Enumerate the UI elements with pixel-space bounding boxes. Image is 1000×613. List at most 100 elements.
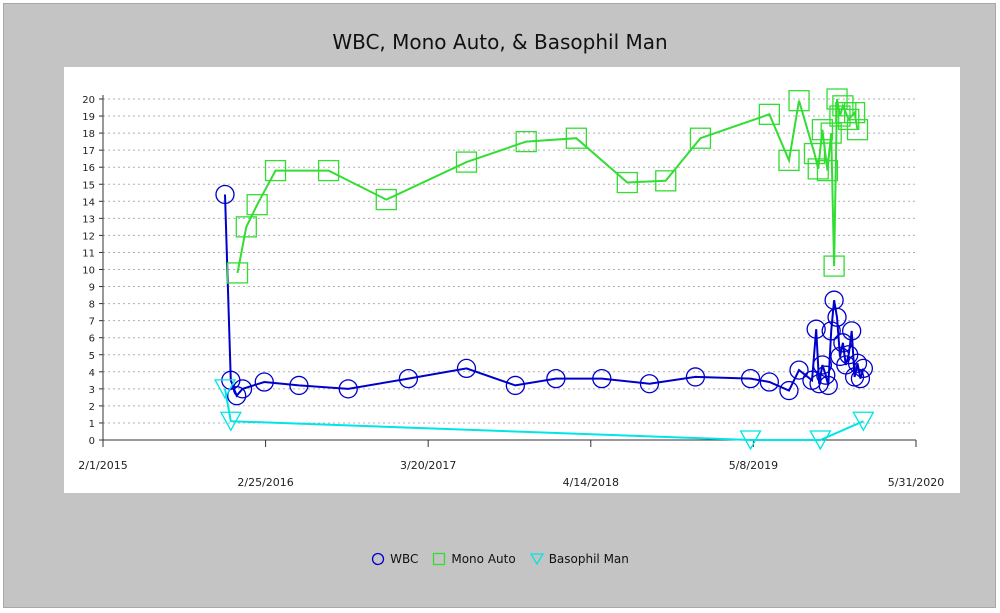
point-basophil-man [739, 430, 762, 451]
point-wbc [821, 321, 841, 341]
point-mono-auto [811, 119, 834, 141]
point-wbc [398, 368, 419, 389]
y-tick-label: 16 [82, 163, 95, 174]
point-mono-auto [816, 159, 839, 182]
legend-swatch-mono-auto [433, 552, 446, 566]
series-line-mono-auto [236, 98, 859, 274]
point-mono-auto [264, 159, 287, 182]
grid-lines [103, 98, 916, 441]
point-wbc [847, 353, 868, 373]
point-mono-auto [515, 130, 537, 153]
point-mono-auto [246, 194, 268, 216]
x-tick-label: 2/25/2016 [237, 476, 293, 489]
point-wbc [842, 321, 862, 341]
point-mono-auto [843, 101, 866, 124]
point-mono-auto [455, 151, 478, 173]
y-tick-label: 4 [89, 368, 95, 379]
y-tick-label: 5 [89, 351, 95, 362]
point-mono-auto [758, 103, 781, 125]
y-tick-label: 11 [82, 248, 95, 259]
point-mono-auto [788, 90, 810, 112]
y-tick-label: 8 [89, 300, 95, 311]
point-mono-auto [655, 170, 677, 192]
y-tick-label: 12 [82, 231, 95, 242]
point-mono-auto [375, 188, 397, 211]
point-basophil-man [213, 379, 237, 400]
point-wbc [816, 365, 836, 385]
point-wbc [812, 355, 833, 375]
plot-area [64, 67, 960, 493]
point-mono-auto [823, 255, 845, 277]
y-tick-label: 20 [82, 95, 95, 106]
point-wbc [740, 368, 761, 389]
legend-swatch-basophil-man [529, 553, 544, 566]
y-tick-label: 0 [89, 436, 95, 447]
point-mono-auto [807, 158, 829, 180]
point-wbc [685, 367, 706, 387]
point-wbc [289, 375, 309, 396]
point-mono-auto [235, 216, 257, 238]
x-tick-label: 2/1/2015 [78, 459, 127, 472]
y-tick-label: 1 [89, 419, 95, 430]
legend-item-wbc: WBC [371, 552, 418, 566]
point-wbc [850, 368, 871, 389]
series-layer [213, 88, 875, 451]
point-mono-auto [832, 95, 854, 117]
point-wbc [254, 372, 274, 392]
x-tick-label: 3/20/2017 [400, 459, 456, 472]
point-wbc [853, 358, 874, 379]
point-wbc [232, 379, 253, 399]
legend-label: Basophil Man [548, 552, 629, 566]
y-tick-label: 18 [82, 129, 95, 140]
point-wbc [592, 368, 612, 389]
point-wbc [779, 380, 799, 401]
point-basophil-man [219, 411, 242, 432]
y-tick-label: 6 [89, 334, 95, 345]
point-wbc [546, 368, 566, 389]
legend-item-basophil-man: Basophil Man [529, 552, 629, 566]
point-wbc [338, 379, 358, 399]
point-wbc [759, 372, 780, 392]
point-wbc [639, 374, 660, 394]
point-wbc [827, 307, 847, 327]
x-tick-label: 5/8/2019 [729, 459, 778, 472]
point-mono-auto [778, 149, 800, 172]
chart-title: WBC, Mono Auto, & Basophil Man [332, 30, 668, 54]
point-basophil-man [852, 411, 875, 432]
y-tick-label: 17 [82, 146, 95, 157]
series-line-basophil-man [224, 388, 864, 441]
point-wbc [789, 360, 809, 380]
y-tick-label: 7 [89, 317, 95, 328]
point-mono-auto [826, 88, 848, 110]
y-tick-label: 15 [82, 180, 95, 191]
y-tick-label: 2 [89, 402, 95, 413]
y-tick-label: 10 [82, 266, 95, 277]
point-wbc [505, 375, 525, 396]
point-wbc [215, 184, 235, 205]
axes: 012345678910111213141516171819202/1/2015… [78, 95, 944, 489]
point-wbc [806, 319, 826, 339]
y-tick-label: 3 [89, 385, 95, 396]
point-mono-auto [317, 159, 340, 182]
legend-swatch-wbc [371, 552, 385, 566]
point-basophil-man [809, 430, 832, 451]
point-mono-auto [565, 127, 587, 149]
x-tick-label: 4/14/2018 [563, 476, 619, 489]
y-tick-label: 13 [82, 214, 95, 225]
point-mono-auto [226, 262, 249, 284]
point-mono-auto [820, 122, 842, 144]
y-tick-label: 19 [82, 112, 95, 123]
x-tick-label: 5/31/2020 [888, 476, 944, 489]
point-mono-auto [616, 171, 638, 194]
y-tick-label: 14 [82, 197, 95, 208]
legend: WBC Mono Auto Basophil Man [0, 552, 1000, 566]
point-mono-auto [846, 119, 869, 141]
point-mono-auto [803, 142, 826, 165]
point-wbc [227, 386, 247, 406]
y-tick-label: 9 [89, 283, 95, 294]
point-wbc [456, 358, 477, 379]
legend-item-mono-auto: Mono Auto [432, 552, 516, 566]
point-wbc [818, 375, 838, 396]
point-mono-auto [689, 127, 712, 149]
